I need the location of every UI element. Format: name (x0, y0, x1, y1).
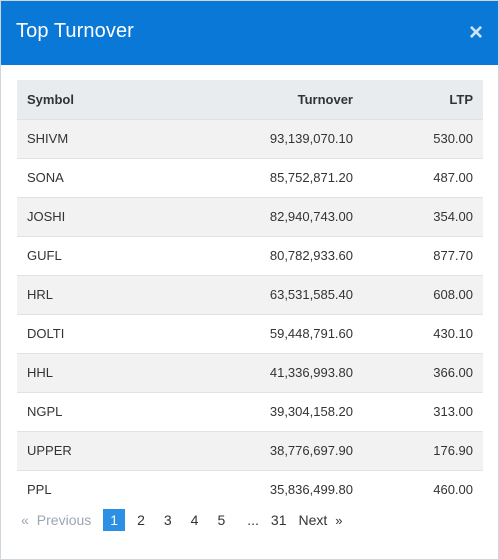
double-chevron-right-icon: » (335, 512, 343, 528)
modal-title: Top Turnover (16, 20, 134, 42)
table-row[interactable]: JOSHI 82,940,743.00 354.00 (17, 197, 483, 236)
previous-label: Previous (36, 512, 92, 528)
next-label: Next (298, 511, 328, 528)
page-4-button[interactable]: 4 (190, 512, 199, 528)
page-1-button[interactable]: 1 (103, 509, 126, 531)
table-body: SHIVM 93,139,070.10 530.00 SONA 85,752,871.2… (17, 119, 483, 509)
cell-symbol: JOSHI (27, 209, 66, 224)
previous-button[interactable]: « Previous (21, 509, 91, 531)
pagination: « Previous 1 2 3 4 5 ... 31 Next » (21, 509, 343, 531)
table-row[interactable]: PPL 35,836,499.80 460.00 (17, 470, 483, 509)
cell-turnover: 80,782,933.60 (269, 248, 353, 263)
table-row[interactable]: HHL 41,336,993.80 366.00 (17, 353, 483, 392)
turnover-table: Symbol Turnover LTP SHIVM 93,139,070.10 53… (17, 80, 483, 509)
page-3-button[interactable]: 3 (163, 512, 172, 528)
page-31-button[interactable]: 31 (270, 512, 287, 528)
cell-turnover: 63,531,585.40 (269, 287, 353, 302)
cell-turnover: 85,752,871.20 (269, 170, 353, 185)
close-icon[interactable]: × (468, 19, 483, 46)
cell-turnover: 59,448,791.60 (269, 326, 353, 341)
table-row[interactable]: DOLTI 59,448,791.60 430.10 (17, 314, 483, 353)
cell-turnover: 93,139,070.10 (269, 131, 353, 146)
next-button[interactable]: Next » (299, 509, 343, 532)
column-header-turnover[interactable]: Turnover (297, 91, 353, 107)
cell-symbol: UPPER (27, 443, 72, 458)
cell-ltp: 313.00 (433, 404, 473, 419)
column-header-ltp[interactable]: LTP (449, 91, 473, 107)
cell-ltp: 366.00 (433, 365, 473, 380)
column-header-symbol[interactable]: Symbol (27, 91, 74, 107)
cell-ltp: 877.70 (433, 248, 473, 263)
table-row[interactable]: SHIVM 93,139,070.10 530.00 (17, 119, 483, 158)
cell-ltp: 354.00 (433, 209, 473, 224)
page-5-button[interactable]: 5 (217, 512, 226, 528)
page-2-button[interactable]: 2 (137, 512, 145, 528)
cell-symbol: NGPL (27, 404, 63, 419)
table-row[interactable]: SONA 85,752,871.20 487.00 (17, 158, 483, 197)
cell-ltp: 530.00 (433, 131, 473, 146)
cell-symbol: SHIVM (27, 131, 69, 146)
cell-symbol: DOLTI (27, 326, 65, 341)
cell-turnover: 39,304,158.20 (269, 404, 353, 419)
cell-turnover: 35,836,499.80 (269, 482, 353, 498)
cell-symbol: HRL (27, 287, 54, 302)
cell-symbol: PPL (27, 482, 52, 498)
cell-symbol: SONA (27, 170, 64, 185)
table-row[interactable]: HRL 63,531,585.40 608.00 (17, 275, 483, 314)
cell-turnover: 82,940,743.00 (269, 209, 353, 224)
modal-header: Top Turnover × (1, 1, 498, 65)
cell-ltp: 430.10 (433, 326, 473, 341)
cell-symbol: GUFL (27, 248, 62, 263)
table-row[interactable]: GUFL 80,782,933.60 877.70 (17, 236, 483, 275)
pagination-ellipsis: ... (247, 512, 259, 528)
cell-turnover: 41,336,993.80 (269, 365, 353, 380)
cell-symbol: HHL (27, 365, 54, 380)
cell-ltp: 176.90 (433, 443, 473, 458)
cell-ltp: 460.00 (433, 482, 473, 498)
table-row[interactable]: UPPER 38,776,697.90 176.90 (17, 431, 483, 470)
cell-ltp: 608.00 (433, 287, 473, 302)
cell-turnover: 38,776,697.90 (269, 443, 353, 458)
table-header-row: Symbol Turnover LTP (17, 80, 483, 119)
double-chevron-left-icon: « (21, 512, 29, 528)
table-row[interactable]: NGPL 39,304,158.20 313.00 (17, 392, 483, 431)
cell-ltp: 487.00 (433, 170, 473, 185)
